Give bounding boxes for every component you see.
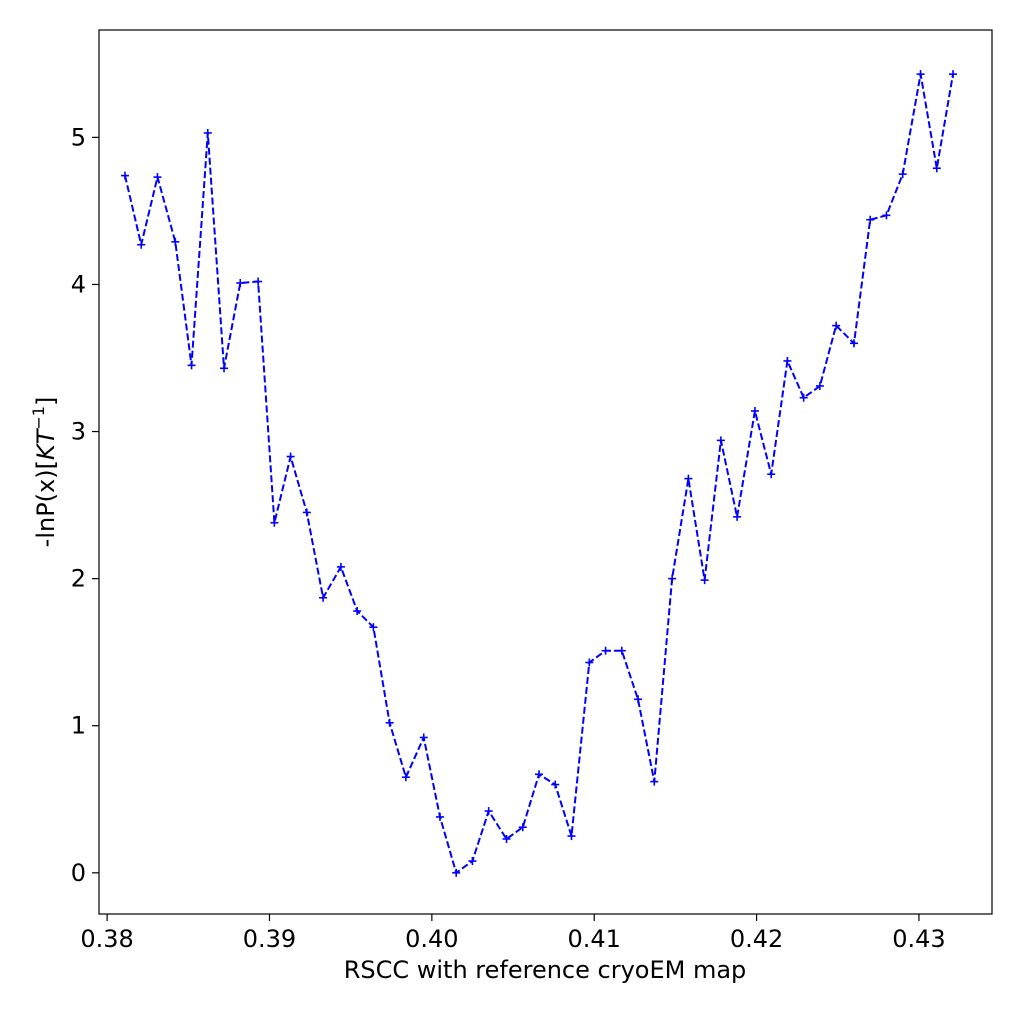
y-tick-label: 3 [71,418,86,446]
data-point-marker [932,164,941,173]
data-point-marker [518,823,527,832]
y-axis-label-suffix: ] [32,397,60,406]
x-tick-label: 0.38 [80,925,133,953]
data-point-marker [668,574,677,583]
data-point-marker [187,361,196,370]
data-point-marker [832,321,841,330]
y-tick-label: 4 [71,270,86,298]
series-layer [120,70,958,877]
plot-frame [98,29,993,915]
data-point-marker [949,70,958,79]
data-point-marker [585,658,594,667]
data-point-marker [866,215,875,224]
data-point-marker [733,512,742,521]
y-tick-label: 1 [71,712,86,740]
data-point-marker [898,170,907,179]
y-axis-label-exponent: −1 [29,406,48,430]
data-point-marker [452,868,461,877]
data-point-marker [203,128,212,137]
data-point-marker [750,406,759,415]
x-tick-label: 0.39 [243,925,296,953]
data-point-marker [419,733,428,742]
data-point-marker [916,70,925,79]
data-point-marker [435,812,444,821]
data-point-marker [617,646,626,655]
x-tick-label: 0.42 [730,925,783,953]
y-tick-label: 5 [71,123,86,151]
data-point-marker [353,606,362,615]
x-tick-label: 0.43 [892,925,945,953]
data-point-marker [650,777,659,786]
data-point-marker [468,857,477,866]
y-tick-label: 2 [71,565,86,593]
data-point-marker [236,278,245,287]
data-point-marker [254,277,263,286]
data-point-marker [401,773,410,782]
data-point-marker [849,339,858,348]
data-point-marker [302,508,311,517]
x-axis-label: RSCC with reference cryoEM map [344,956,747,984]
data-point-marker [153,173,162,182]
data-point-marker [882,211,891,220]
data-point-marker [700,576,709,585]
y-axis-label-unit: KT [32,427,60,460]
y-axis: 0 1 2 3 4 5 [71,123,99,887]
data-point-marker [171,237,180,246]
data-point-marker [815,381,824,390]
data-point-marker [137,240,146,249]
data-point-marker [336,562,345,571]
data-point-marker [767,470,776,479]
data-point-marker [369,623,378,632]
y-tick-label: 0 [71,859,86,887]
x-axis: 0.38 0.39 0.40 0.41 0.42 0.43 [80,914,946,953]
data-point-marker [551,780,560,789]
data-point-marker [716,436,725,445]
data-point-marker [684,474,693,483]
data-point-marker [286,452,295,461]
data-point-marker [385,718,394,727]
data-point-marker [120,171,129,180]
data-point-marker [783,356,792,365]
y-axis-label: -lnP(x)[KT−1] [29,397,60,548]
data-point-marker [319,593,328,602]
data-point-marker [484,807,493,816]
data-point-marker [601,646,610,655]
data-point-marker [270,518,279,527]
data-point-marker [502,834,511,843]
plot-background [99,30,992,914]
data-point-marker [535,770,544,779]
x-tick-label: 0.40 [405,925,458,953]
x-tick-label: 0.41 [567,925,620,953]
data-point-marker [220,364,229,373]
data-point-marker [567,832,576,841]
data-point-marker [634,695,643,704]
data-point-marker [799,393,808,402]
y-axis-label-prefix: -lnP(x)[ [32,460,60,547]
